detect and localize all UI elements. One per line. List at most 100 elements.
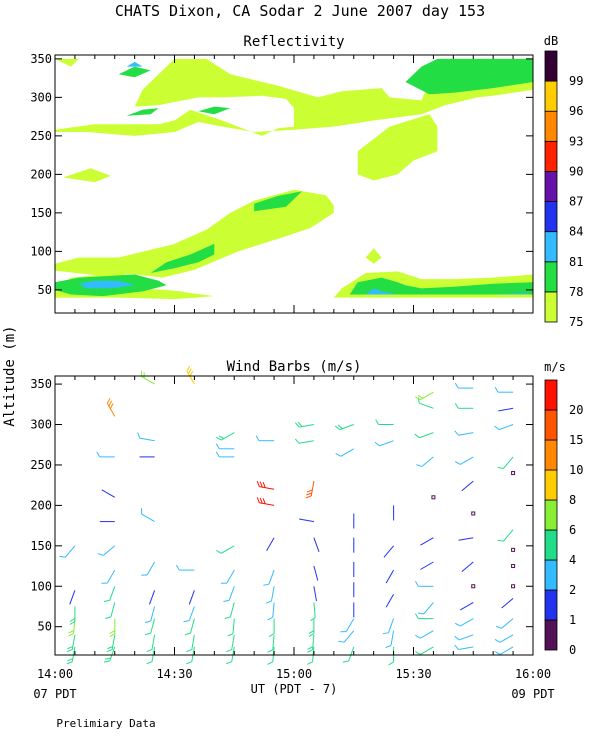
- wind-barb: [415, 391, 434, 401]
- wind-barbs-title: Wind Barbs (m/s): [227, 359, 362, 375]
- wind-barb: [497, 529, 514, 542]
- reflectivity-x-axis: [54, 55, 534, 313]
- reflectivity-colorbar-label: 96: [569, 104, 583, 118]
- reflectivity-colorbar-swatch: [544, 171, 558, 202]
- reflectivity-y-tick-label: 150: [30, 206, 52, 220]
- wind-colorbar-swatch: [544, 439, 558, 471]
- reflectivity-y-tick-label: 100: [30, 244, 52, 258]
- wind-barb: [454, 634, 474, 641]
- wind-barb: [223, 586, 235, 602]
- reflectivity-colorbar-swatch: [544, 50, 558, 82]
- wind-barb: [382, 618, 395, 635]
- reflectivity-region: [126, 61, 143, 67]
- wind-calm: [511, 471, 516, 476]
- wind-y-tick-label: 300: [30, 418, 52, 432]
- reflectivity-region: [405, 58, 533, 95]
- wind-y-tick-label: 150: [30, 539, 52, 553]
- wind-barb: [267, 646, 275, 665]
- reflectivity-region: [55, 242, 215, 276]
- wind-colorbar-label: 6: [569, 523, 576, 537]
- reflectivity-region: [78, 280, 135, 289]
- reflectivity-colorbar-swatch: [544, 291, 558, 323]
- wind-calm: [511, 547, 516, 552]
- reflectivity-colorbar-label: 75: [569, 315, 583, 329]
- wind-colorbar-label: 10: [569, 463, 583, 477]
- wind-x-tick-label: 14:30: [156, 667, 192, 681]
- wind-barb: [227, 618, 235, 637]
- wind-barb: [388, 646, 395, 666]
- reflectivity-colorbar-swatch: [544, 80, 558, 112]
- wind-barb: [338, 630, 355, 643]
- wind-barb: [106, 398, 116, 417]
- wind-barb: [267, 602, 275, 621]
- preliminary-note: Prelimiary Data: [56, 717, 155, 730]
- wind-colorbar: 0 1 2 4 6 8 10 15 20: [544, 379, 583, 657]
- wind-colorbar-unit: m/s: [544, 360, 566, 374]
- wind-barb: [184, 618, 195, 636]
- reflectivity-colorbar: 75 78 81 84 87 90 93 96 99: [544, 50, 583, 329]
- wind-barb: [137, 432, 155, 442]
- wind-barb: [215, 443, 235, 450]
- reflectivity-colorbar-label: 87: [569, 195, 583, 209]
- reflectivity-colorbar-swatch: [544, 261, 558, 293]
- wind-barb: [305, 481, 315, 499]
- wind-barb: [454, 618, 474, 627]
- wind-barb: [374, 440, 394, 447]
- reflectivity-region: [118, 66, 151, 78]
- reflectivity-region: [357, 114, 438, 181]
- wind-barb: [103, 586, 116, 602]
- wind-barb: [414, 581, 434, 587]
- wind-barb: [458, 537, 474, 541]
- figure-title: CHATS Dixon, CA Sodar 2 June 2007 day 15…: [115, 2, 485, 20]
- wind-barb: [96, 451, 115, 458]
- wind-barbs: [59, 365, 516, 666]
- wind-colorbar-swatch: [544, 409, 558, 441]
- wind-barb: [267, 634, 275, 653]
- wind-x-tick-label: 15:30: [395, 667, 431, 681]
- wind-colorbar-label: 8: [569, 493, 576, 507]
- reflectivity-y-tick-label: 50: [38, 283, 52, 297]
- wind-barb: [420, 561, 434, 570]
- reflectivity-colorbar-swatch: [544, 231, 558, 263]
- wind-barb: [69, 590, 76, 605]
- reflectivity-colorbar-unit: dB: [544, 34, 558, 48]
- reflectivity-y-tick-label: 200: [30, 167, 52, 181]
- wind-colorbar-swatch: [544, 499, 558, 531]
- wind-x-tick-label: 14:00: [37, 667, 73, 681]
- wind-y-tick-label: 350: [30, 377, 52, 391]
- reflectivity-region: [493, 293, 533, 295]
- wind-barb: [494, 386, 514, 393]
- wind-barb: [307, 634, 315, 653]
- wind-barb: [69, 606, 76, 625]
- wind-barb: [299, 518, 314, 523]
- wind-barb: [308, 618, 315, 638]
- wind-barb: [310, 602, 316, 622]
- reflectivity-region: [55, 58, 533, 136]
- wind-barb: [313, 586, 317, 602]
- wind-barb: [186, 646, 195, 665]
- wind-barb: [183, 606, 195, 623]
- wind-barb: [383, 545, 394, 558]
- wind-barb: [141, 561, 156, 576]
- wind-colorbar-label: 4: [569, 553, 576, 567]
- wind-barb: [454, 430, 474, 436]
- reflectivity-panel: Reflectivity 50 100 150 200 250 300 350 75 78 81…: [30, 34, 583, 329]
- reflectivity-region: [63, 168, 111, 183]
- wind-barb: [307, 646, 315, 665]
- reflectivity-y-tick-label: 250: [30, 129, 52, 143]
- wind-barb: [215, 545, 235, 554]
- wind-calm: [471, 511, 476, 516]
- wind-barb: [313, 565, 319, 581]
- wind-barb: [501, 598, 514, 609]
- wind-barb: [454, 403, 474, 409]
- wind-barb: [417, 602, 434, 615]
- wind-barb: [144, 606, 156, 624]
- wind-y-tick-label: 100: [30, 579, 52, 593]
- wind-calm: [431, 495, 436, 500]
- wind-y-axis: 50 100 150 200 250 300 350: [30, 377, 533, 634]
- reflectivity-colorbar-swatch: [544, 110, 558, 142]
- wind-colorbar-swatch: [544, 529, 558, 561]
- wind-barb: [385, 569, 395, 584]
- wind-barb: [375, 419, 394, 425]
